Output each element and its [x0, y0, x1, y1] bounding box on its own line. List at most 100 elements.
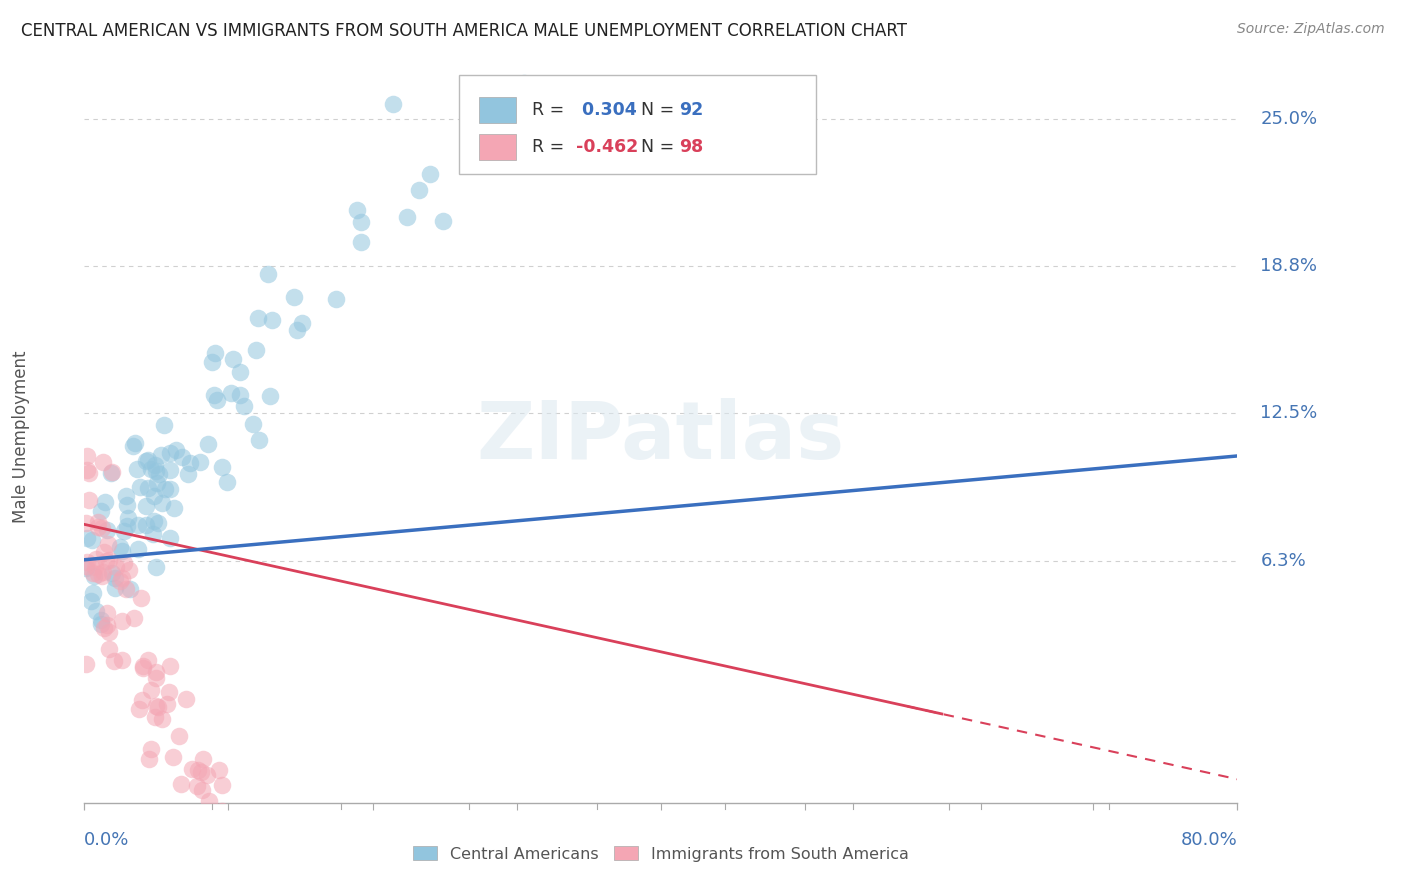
Point: [259, 389, 281, 403]
Point: [350, 215, 373, 229]
Point: [527, 819, 550, 833]
Point: [75, 657, 97, 671]
FancyBboxPatch shape: [478, 97, 516, 123]
Point: [211, 459, 233, 474]
Point: [131, 693, 153, 707]
Text: 98: 98: [679, 137, 703, 156]
Text: -0.462: -0.462: [575, 137, 638, 156]
Point: [245, 343, 267, 357]
Point: [114, 489, 136, 503]
Point: [90, 613, 112, 627]
Text: 25.0%: 25.0%: [1260, 110, 1317, 128]
Point: [90, 569, 112, 583]
Point: [346, 819, 368, 833]
Point: [181, 762, 204, 776]
Point: [75, 516, 97, 530]
Point: [128, 480, 150, 494]
Point: [135, 454, 157, 468]
Point: [112, 524, 135, 538]
Point: [110, 544, 132, 558]
Point: [292, 819, 315, 833]
Point: [195, 768, 218, 782]
Point: [159, 531, 181, 545]
Point: [146, 700, 169, 714]
Point: [432, 214, 454, 228]
Text: N =: N =: [630, 137, 679, 156]
Point: [87, 567, 110, 582]
Point: [96, 606, 118, 620]
Point: [150, 448, 173, 462]
Point: [159, 483, 181, 497]
Point: [139, 462, 162, 476]
Point: [153, 482, 176, 496]
Point: [138, 752, 160, 766]
Point: [135, 517, 157, 532]
Point: [138, 481, 160, 495]
Point: [142, 489, 165, 503]
Point: [513, 76, 536, 90]
Point: [177, 467, 200, 481]
Point: [115, 582, 138, 597]
Point: [101, 465, 124, 479]
Point: [135, 500, 157, 514]
Point: [103, 654, 125, 668]
Point: [350, 235, 373, 249]
Point: [124, 435, 146, 450]
Point: [381, 96, 404, 111]
Point: [100, 467, 122, 481]
Point: [139, 682, 162, 697]
Point: [117, 510, 139, 524]
Point: [271, 819, 294, 833]
Point: [145, 464, 167, 478]
Point: [382, 819, 405, 833]
Text: Source: ZipAtlas.com: Source: ZipAtlas.com: [1237, 22, 1385, 37]
Point: [157, 685, 180, 699]
Point: [198, 794, 221, 808]
Point: [419, 167, 441, 181]
Point: [79, 594, 101, 608]
Point: [226, 819, 249, 833]
Point: [111, 571, 134, 585]
Point: [346, 203, 368, 218]
Point: [318, 819, 340, 833]
Text: 18.8%: 18.8%: [1260, 257, 1317, 275]
Point: [76, 449, 98, 463]
Point: [118, 582, 141, 597]
Point: [94, 495, 117, 509]
Point: [98, 624, 121, 639]
Point: [159, 446, 181, 460]
Point: [211, 804, 233, 818]
Point: [162, 501, 184, 516]
Point: [162, 750, 184, 764]
FancyBboxPatch shape: [478, 134, 516, 160]
Text: 80.0%: 80.0%: [1181, 831, 1237, 849]
Point: [82, 533, 104, 548]
Text: 92: 92: [679, 101, 703, 120]
Point: [83, 568, 105, 582]
Point: [270, 819, 292, 833]
Text: N =: N =: [630, 101, 679, 120]
Point: [283, 290, 305, 304]
Point: [127, 517, 149, 532]
FancyBboxPatch shape: [460, 75, 817, 174]
Point: [77, 467, 100, 481]
Point: [187, 764, 209, 778]
Point: [810, 819, 832, 833]
Point: [145, 671, 167, 685]
Point: [195, 808, 218, 822]
Point: [153, 418, 176, 433]
Point: [94, 554, 117, 568]
Point: [215, 475, 238, 489]
Point: [82, 566, 104, 580]
Point: [242, 417, 264, 431]
Point: [132, 660, 155, 674]
Point: [76, 555, 98, 569]
Point: [264, 819, 287, 833]
Point: [291, 316, 314, 330]
Point: [122, 611, 145, 625]
Point: [194, 815, 217, 830]
Point: [128, 702, 150, 716]
Text: ZIPatlas: ZIPatlas: [477, 398, 845, 476]
Point: [145, 665, 167, 680]
Point: [87, 519, 110, 533]
